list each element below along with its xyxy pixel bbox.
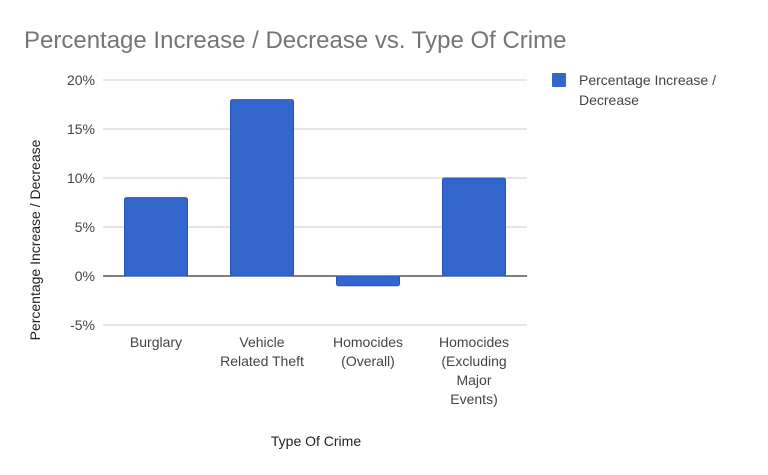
x-tick-label: Related Theft: [220, 353, 304, 369]
y-tick-label: 5%: [75, 219, 95, 235]
y-axis-ticks: 20% 15% 10% 5% 0% -5%: [67, 72, 95, 333]
legend-label-line-1: Percentage Increase /: [579, 72, 716, 88]
bars: [124, 99, 506, 287]
y-tick-label: 0%: [75, 268, 95, 284]
x-tick-label: (Overall): [341, 353, 395, 369]
x-tick-label: Events): [450, 391, 497, 407]
x-tick-label: Homocides: [333, 334, 403, 350]
legend-label-line-2: Decrease: [579, 92, 639, 108]
chart-title: Percentage Increase / Decrease vs. Type …: [24, 27, 566, 54]
x-tick-label: Homocides: [439, 334, 509, 350]
x-tick-label: (Excluding: [441, 353, 506, 369]
bar: [124, 197, 188, 277]
legend: Percentage Increase / Decrease: [552, 72, 716, 108]
x-tick-label: Burglary: [130, 334, 182, 350]
legend-swatch: [552, 73, 566, 87]
x-axis-title: Type Of Crime: [271, 433, 361, 449]
bar: [230, 99, 294, 277]
y-axis-title: Percentage Increase / Decrease: [27, 139, 43, 340]
y-tick-label: 20%: [67, 72, 95, 88]
x-tick-label: Vehicle: [239, 334, 284, 350]
bar: [442, 177, 506, 277]
x-axis-ticks: Burglary Vehicle Related Theft Homocides (Ov…: [130, 334, 509, 407]
y-tick-label: -5%: [70, 317, 95, 333]
x-tick-label: Major: [456, 372, 491, 388]
y-tick-label: 10%: [67, 170, 95, 186]
bar: [336, 275, 400, 287]
y-tick-label: 15%: [67, 121, 95, 137]
